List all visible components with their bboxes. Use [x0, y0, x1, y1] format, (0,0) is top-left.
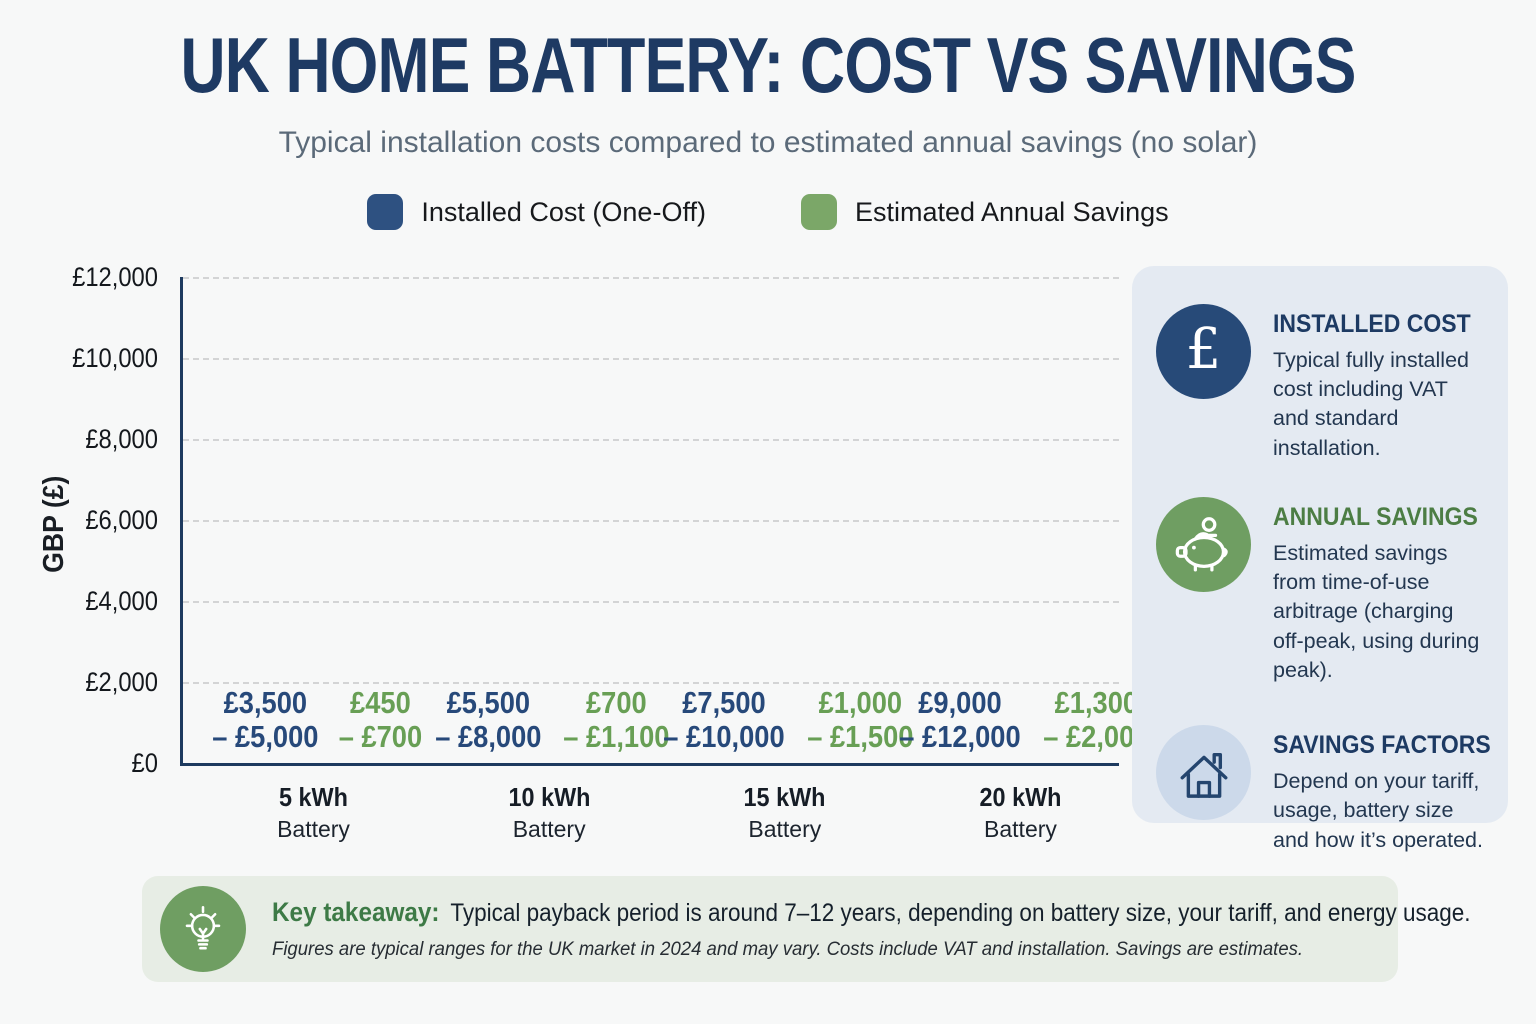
y-tick: £0	[131, 748, 158, 778]
savings-bar-wrap: £1,000 – £1,500	[800, 686, 921, 763]
gridline	[183, 681, 1119, 684]
info-sidebar: £ INSTALLED COST Typical fully installed…	[1132, 266, 1508, 852]
takeaway-text: Typical payback period is around 7–12 ye…	[450, 899, 1471, 927]
cost-bar-wrap: £7,500 – £10,000	[655, 686, 793, 763]
cost-bar-label: £7,500 – £10,000	[663, 685, 785, 754]
bar-groups: £3,500 – £5,000 £450 – £700 £5,500	[183, 277, 1149, 763]
sidebar-item-savings-factors: SAVINGS FACTORS Depend on your tariff, u…	[1156, 725, 1491, 855]
sidebar-item-annual-savings: ANNUAL SAVINGS Estimated savings from ti…	[1156, 496, 1484, 685]
sidebar-body: Depend on your tariff, usage, battery si…	[1273, 769, 1483, 852]
gridline	[183, 358, 1119, 360]
gridline	[183, 438, 1119, 441]
chart-plot-area: £3,500 – £5,000 £450 – £700 £5,500	[180, 277, 1149, 766]
y-tick: £6,000	[85, 505, 158, 535]
pound-icon: £	[1156, 304, 1251, 399]
y-tick: £12,000	[72, 262, 158, 292]
y-tick: £4,000	[85, 586, 158, 616]
page-title: UK HOME BATTERY: COST VS SAVINGS	[180, 21, 1356, 109]
x-label-5kwh: 5 kWh Battery	[277, 782, 350, 842]
sidebar-heading: ANNUAL SAVINGS	[1273, 502, 1478, 531]
savings-bar-label: £1,300 – £2,000	[1042, 685, 1150, 754]
savings-bar-wrap: £700 – £1,100	[556, 686, 677, 763]
gridline	[183, 520, 1119, 522]
x-axis-labels: 5 kWh Battery 10 kWh Battery 15 kWh Batt…	[180, 782, 1116, 843]
cost-bar-label: £5,500 – £8,000	[435, 685, 542, 754]
legend-label-savings: Estimated Annual Savings	[854, 196, 1169, 227]
sidebar-item-installed-cost: £ INSTALLED COST Typical fully installed…	[1156, 304, 1484, 463]
legend-item-cost: Installed Cost (One-Off)	[367, 194, 706, 230]
gridline	[183, 277, 1119, 279]
cost-bar-label: £3,500 – £5,000	[212, 685, 319, 754]
sidebar-body: Typical fully installed cost including V…	[1273, 348, 1469, 460]
sidebar-body: Estimated savings from time-of-use arbit…	[1273, 540, 1480, 682]
takeaway-footnote: Figures are typical ranges for the UK ma…	[272, 938, 1304, 960]
cost-bar-wrap: £5,500 – £8,000	[428, 686, 549, 763]
key-takeaway-bar: Key takeaway: Typical payback period is a…	[142, 876, 1471, 982]
bar-group-5kwh: £3,500 – £5,000 £450 – £700	[212, 686, 422, 763]
legend-item-savings: Estimated Annual Savings	[800, 194, 1169, 230]
y-tick: £2,000	[85, 667, 158, 697]
cost-bar-wrap: £9,000 – £12,000	[891, 686, 1029, 763]
x-label-20kwh: 20 kWh Battery	[979, 782, 1062, 842]
savings-bar-label: £1,000 – £1,500	[807, 685, 914, 754]
cost-bar-wrap: £3,500 – £5,000	[205, 686, 326, 763]
savings-bar-label: £450 – £700	[338, 685, 423, 754]
x-label-15kwh: 15 kWh Battery	[743, 782, 826, 842]
legend-swatch-savings	[800, 194, 837, 230]
sidebar-heading: INSTALLED COST	[1273, 310, 1471, 338]
cost-bar-label: £9,000 – £12,000	[898, 685, 1021, 754]
y-tick: £8,000	[85, 424, 158, 454]
legend-swatch-cost	[367, 194, 404, 230]
bar-group-10kwh: £5,500 – £8,000 £700 – £1,100	[435, 686, 669, 763]
piggy-bank-icon	[1156, 496, 1251, 592]
y-axis-ticks: £12,000 £10,000 £8,000 £6,000 £4,000 £2,…	[28, 262, 158, 778]
gridline	[183, 601, 1119, 603]
chart-legend: Installed Cost (One-Off) Estimated Annua…	[0, 194, 1536, 230]
house-icon	[1156, 725, 1251, 821]
savings-bar-label: £700 – £1,100	[562, 685, 670, 754]
lightbulb-icon	[160, 886, 246, 972]
sidebar-heading: SAVINGS FACTORS	[1273, 731, 1491, 760]
savings-bar-wrap: £1,300 – £2,000	[1036, 686, 1157, 763]
savings-bar-wrap: £450 – £700	[333, 686, 428, 763]
y-tick: £10,000	[72, 343, 158, 373]
page-subtitle: Typical installation costs compared to e…	[278, 126, 1258, 159]
bar-group-20kwh: £9,000 – £12,000 £1,300 – £2,000	[899, 686, 1149, 763]
legend-label-cost: Installed Cost (One-Off)	[421, 196, 706, 227]
bar-group-15kwh: £7,500 – £10,000 £1,000 – £1,500	[663, 686, 913, 763]
x-label-10kwh: 10 kWh Battery	[508, 782, 591, 842]
takeaway-label: Key takeaway:	[272, 897, 440, 927]
